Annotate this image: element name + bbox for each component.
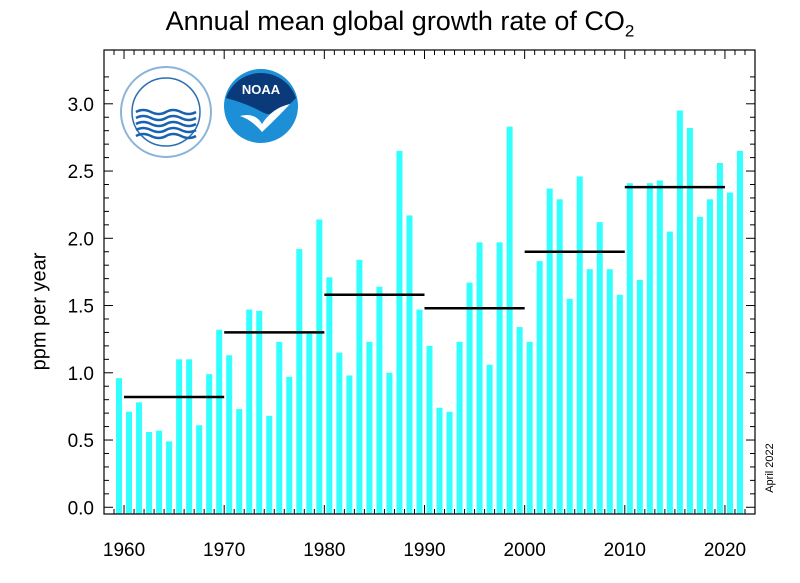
bar-1981	[336, 352, 343, 514]
bar-2016	[686, 128, 693, 514]
bar-2019	[716, 162, 723, 514]
bar-2009	[616, 294, 623, 514]
bar-1963	[156, 430, 163, 514]
scripps-logo	[120, 66, 212, 158]
bar-1984	[366, 341, 373, 514]
bar-2002	[546, 188, 553, 515]
chart-title: Annual mean global growth rate of CO2	[0, 6, 800, 41]
bar-1960	[126, 411, 133, 514]
bar-2005	[576, 176, 583, 514]
bar-1992	[446, 411, 453, 514]
bar-1973	[256, 310, 263, 514]
x-tick-label: 1970	[203, 540, 245, 561]
bar-1967	[196, 425, 203, 514]
bar-2006	[586, 269, 593, 514]
bar-1978	[306, 333, 313, 514]
bar-1986	[386, 372, 393, 514]
y-tick-label: 1.5	[68, 297, 94, 318]
bar-2008	[606, 269, 613, 514]
bar-2001	[536, 261, 543, 514]
bar-2010	[626, 183, 633, 514]
bar-2003	[556, 199, 563, 514]
bar-2014	[666, 231, 673, 514]
bar-1976	[286, 376, 293, 514]
bar-2013	[656, 180, 663, 514]
bar-1964	[166, 441, 173, 514]
bar-2000	[526, 341, 533, 514]
bar-1996	[486, 364, 493, 514]
y-tick-label: 2.0	[68, 229, 94, 250]
bar-1965	[176, 359, 183, 514]
bar-1979	[316, 219, 323, 514]
bar-2011	[636, 279, 643, 514]
y-tick-label: 0.5	[68, 431, 94, 452]
bar-1969	[216, 329, 223, 514]
bar-1995	[476, 242, 483, 514]
x-tick-label: 2020	[704, 540, 746, 561]
bar-1970	[226, 355, 233, 514]
y-tick-label: 3.0	[68, 95, 94, 116]
x-tick-label: 2010	[604, 540, 646, 561]
bar-1993	[456, 341, 463, 514]
x-tick-label: 1980	[303, 540, 345, 561]
bar-1991	[436, 407, 443, 514]
bar-1972	[246, 309, 253, 514]
bar-1987	[396, 150, 403, 514]
bar-2018	[706, 199, 713, 514]
bar-2021	[736, 150, 743, 514]
chart-title-subscript: 2	[624, 21, 635, 41]
y-tick-label: 1.0	[68, 364, 94, 385]
x-tick-label: 1990	[403, 540, 445, 561]
noaa-logo: NOAA	[224, 69, 298, 143]
bar-1988	[406, 215, 413, 514]
bar-1998	[506, 126, 513, 515]
y-tick-label: 0.0	[68, 498, 94, 519]
bar-1971	[236, 409, 243, 514]
y-axis-label: ppm per year	[28, 252, 51, 371]
bar-1959	[116, 378, 123, 514]
plot-frame	[103, 49, 756, 515]
bar-1968	[206, 374, 213, 514]
bar-2007	[596, 222, 603, 514]
bar-1982	[346, 375, 353, 514]
date-annotation: April 2022	[764, 443, 776, 493]
bar-2012	[646, 183, 653, 514]
bar-1977	[296, 249, 303, 515]
x-tick-label: 1960	[103, 540, 145, 561]
bar-1980	[326, 277, 333, 514]
chart-title-text: Annual mean global growth rate of CO	[165, 6, 625, 36]
bar-1999	[516, 327, 523, 514]
bar-1975	[276, 341, 283, 514]
bar-1966	[186, 359, 193, 514]
bar-1983	[356, 259, 363, 514]
noaa-logo-text: NOAA	[242, 82, 281, 97]
bar-1962	[146, 431, 153, 514]
bar-1974	[266, 415, 273, 514]
bar-1990	[426, 345, 433, 514]
bar-1989	[416, 309, 423, 514]
bar-2004	[566, 298, 573, 514]
bar-1994	[466, 282, 473, 514]
bar-1985	[376, 286, 383, 514]
bar-1961	[136, 402, 143, 514]
bar-2015	[676, 110, 683, 515]
bar-2017	[696, 216, 703, 515]
y-tick-label: 2.5	[68, 162, 94, 183]
bar-1997	[496, 242, 503, 514]
bar-2020	[726, 192, 733, 514]
x-tick-label: 2000	[504, 540, 546, 561]
